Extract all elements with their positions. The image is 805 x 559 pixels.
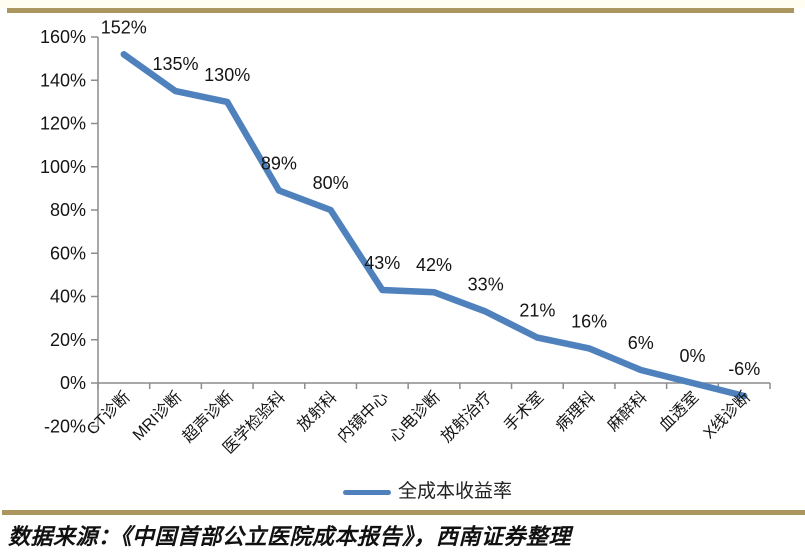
data-label: 80% bbox=[313, 173, 349, 193]
category-label: MRI诊断 bbox=[129, 388, 185, 444]
data-label: 152% bbox=[101, 17, 147, 37]
category-label: 病理科 bbox=[552, 388, 599, 435]
data-label: -6% bbox=[728, 359, 760, 379]
category-label: 血透室 bbox=[656, 388, 703, 435]
y-axis-tick-label: 120% bbox=[40, 114, 86, 134]
top-margin-strip bbox=[0, 0, 805, 8]
category-label: 手术室 bbox=[501, 388, 548, 435]
y-axis-tick-label: 40% bbox=[50, 287, 86, 307]
data-label: 33% bbox=[468, 275, 504, 295]
y-axis-tick-label: 60% bbox=[50, 243, 86, 263]
category-label: 放射科 bbox=[294, 388, 341, 435]
data-label: 0% bbox=[679, 346, 705, 366]
category-label: 内镜中心 bbox=[333, 387, 392, 446]
category-label: X线诊断 bbox=[700, 388, 754, 442]
data-label: 42% bbox=[416, 255, 452, 275]
top-border-rule bbox=[7, 8, 794, 13]
chart-svg: 160%140%120%100%80%60%40%20%0%-20%152%13… bbox=[40, 17, 771, 457]
data-label: 43% bbox=[364, 253, 400, 273]
y-axis-tick-label: 100% bbox=[40, 157, 86, 177]
category-label: 放射治疗 bbox=[438, 388, 496, 446]
y-axis-tick-label: 140% bbox=[40, 70, 86, 90]
series-line bbox=[120, 51, 748, 400]
legend: 全成本收益率 bbox=[343, 481, 512, 503]
y-axis-tick-label: -20% bbox=[44, 416, 86, 436]
bottom-border-rule bbox=[2, 510, 805, 515]
data-label: 21% bbox=[519, 301, 555, 321]
category-label: 心电诊断 bbox=[386, 388, 444, 446]
category-label: 麻醉科 bbox=[604, 388, 651, 435]
data-label: 6% bbox=[628, 333, 654, 353]
y-axis-tick-label: 80% bbox=[50, 200, 86, 220]
y-axis-tick-label: 160% bbox=[40, 27, 86, 47]
category-label: CT诊断 bbox=[83, 388, 133, 438]
data-label: 135% bbox=[152, 54, 198, 74]
y-axis-tick-label: 0% bbox=[60, 373, 86, 393]
legend-line-marker bbox=[343, 489, 391, 495]
y-axis-tick-label: 20% bbox=[50, 330, 86, 350]
data-label: 89% bbox=[261, 154, 297, 174]
data-label: 130% bbox=[204, 65, 250, 85]
source-note: 数据来源：《中国首部公立医院成本报告》，西南证券整理 bbox=[8, 524, 572, 549]
legend-label: 全成本收益率 bbox=[398, 481, 513, 502]
data-label: 16% bbox=[571, 311, 607, 331]
